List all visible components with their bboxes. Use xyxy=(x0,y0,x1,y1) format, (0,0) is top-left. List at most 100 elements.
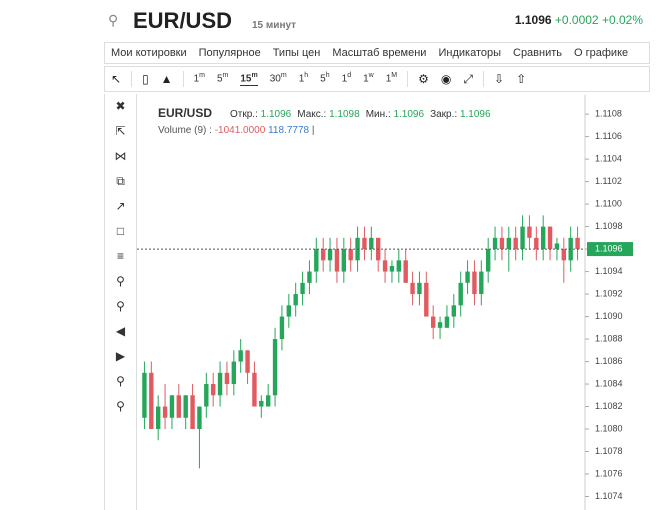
snapshot[interactable]: ◉ xyxy=(440,72,452,86)
tf-unit: h xyxy=(325,72,330,80)
timeframe[interactable]: 1m xyxy=(194,72,205,85)
candle-body xyxy=(204,384,209,407)
candle-body xyxy=(293,294,298,306)
legend: EUR/USD Откр.: 1.1096 Макс.: 1.1098 Мин.: 1… xyxy=(158,106,497,120)
timeframe[interactable]: 1M xyxy=(386,72,397,85)
candle-body xyxy=(314,249,319,272)
tf-num: 5 xyxy=(320,73,326,85)
y-tick-label: 1.1106 xyxy=(595,131,622,141)
tool[interactable]: ≡ xyxy=(116,249,124,263)
tool[interactable]: ⋈ xyxy=(114,149,127,163)
tool[interactable]: ✖ xyxy=(115,99,126,113)
tf-unit: m xyxy=(199,72,205,80)
timeframe[interactable]: 5h xyxy=(320,72,329,85)
menu-item[interactable]: Сравнить xyxy=(513,47,563,59)
menu-item[interactable]: Популярное xyxy=(198,47,261,59)
candle-body xyxy=(279,316,285,340)
settings[interactable]: ⚙ xyxy=(418,72,429,86)
search-icon[interactable]: ⚲ xyxy=(108,12,119,28)
candle-body xyxy=(300,282,305,295)
y-tick-label: 1.1080 xyxy=(595,423,623,433)
download[interactable]: ⇩ xyxy=(494,72,505,86)
timeframe[interactable]: 15m xyxy=(240,72,258,86)
separator xyxy=(131,71,133,87)
tf-unit: M xyxy=(391,72,398,80)
last-price-label: 1.1096 xyxy=(595,243,623,253)
tf-unit: m xyxy=(280,72,287,80)
tool[interactable]: □ xyxy=(116,224,125,238)
candle-body xyxy=(362,237,367,250)
y-tick-label: 1.1104 xyxy=(595,153,622,163)
timeframe[interactable]: 30m xyxy=(270,72,287,85)
label: Макс.: xyxy=(297,109,327,120)
timeframe[interactable]: 1h xyxy=(299,72,308,85)
timeframe[interactable]: 5m xyxy=(217,72,228,85)
tool[interactable]: ⚲ xyxy=(116,274,125,288)
candle-body xyxy=(190,395,195,430)
separator xyxy=(407,71,409,87)
candles-type[interactable]: ▯ xyxy=(142,72,149,86)
value: 118.7778 xyxy=(268,125,310,136)
y-tick-label: 1.1092 xyxy=(595,288,623,298)
candle-body xyxy=(506,237,512,250)
chart: 1.1108 1.1106 1.1104 1.1102 1.1100 1.1098 1.10… xyxy=(137,95,633,510)
candle-body xyxy=(341,249,347,272)
fullscreen[interactable]: ⤢ xyxy=(463,71,473,86)
tool[interactable]: ▶ xyxy=(115,349,126,363)
y-tick-label: 1.1090 xyxy=(595,311,623,321)
candle-body xyxy=(430,316,436,328)
label: Закр.: xyxy=(430,109,458,120)
candle-body xyxy=(513,237,518,250)
candle-body xyxy=(485,249,491,272)
tf-num: 15 xyxy=(240,73,252,85)
value: 1.1096 xyxy=(393,109,425,120)
upload[interactable]: ⇧ xyxy=(516,72,527,86)
candle-body xyxy=(424,282,429,317)
cursor-tool[interactable]: ↖ xyxy=(111,72,122,86)
label: Volume (9) xyxy=(158,125,207,136)
candle-body xyxy=(334,249,340,272)
y-tick-label: 1.1100 xyxy=(595,198,622,208)
tool[interactable]: ⚲ xyxy=(116,299,125,313)
tool[interactable]: ⧉ xyxy=(116,174,125,188)
timeframe[interactable]: 1d xyxy=(342,72,351,85)
candle-body xyxy=(252,372,257,407)
y-tick-label: 1.1098 xyxy=(595,221,623,231)
candle-body xyxy=(197,406,202,430)
candle-body xyxy=(217,372,223,396)
menu-item[interactable]: Типы цен xyxy=(272,47,321,59)
candle-body xyxy=(575,237,580,250)
tf-num: 1 xyxy=(193,73,200,85)
timeframe[interactable]: 1w xyxy=(363,72,374,85)
tool[interactable]: ↗ xyxy=(115,199,126,213)
candle-body xyxy=(265,395,271,407)
value: 1.1098 xyxy=(329,109,360,120)
tool[interactable]: ◀ xyxy=(115,324,126,338)
tf-unit: m xyxy=(222,72,229,80)
candle-body xyxy=(554,243,560,250)
area-type[interactable]: ▲ xyxy=(160,72,173,86)
tf-unit: w xyxy=(368,72,374,80)
tf-unit: d xyxy=(347,72,352,80)
candle-body xyxy=(238,350,243,362)
candle-body xyxy=(286,305,292,317)
value: 1.1096 xyxy=(459,109,491,120)
candle-body xyxy=(245,350,250,373)
candle-body xyxy=(348,249,353,261)
candle-body xyxy=(183,395,188,418)
menu-item[interactable]: Индикаторы xyxy=(438,47,501,59)
candle-body xyxy=(162,406,168,418)
quote: 1.1096 +0.0002 +0.02% xyxy=(515,13,643,27)
tool[interactable]: ⚲ xyxy=(116,374,125,388)
candle-body xyxy=(369,237,374,250)
menu-item[interactable]: Масштаб времени xyxy=(332,47,427,59)
menu-item[interactable]: Мои котировки xyxy=(111,47,187,59)
menu-item[interactable]: О графике xyxy=(574,47,629,59)
tool[interactable]: ⇱ xyxy=(115,124,126,138)
tool[interactable]: ⚲ xyxy=(116,399,125,413)
toolbar: ↖ ▯ ▲ 1m 5m 15m 30m 1h 5h 1d 1w 1M ⚙ ◉ ⤢ ⇩ ⇧ xyxy=(104,66,650,92)
candle-body xyxy=(410,282,415,295)
timeframes: 1m 5m 15m 30m 1h 5h 1d 1w 1M xyxy=(188,72,404,86)
candle-body xyxy=(307,271,312,283)
